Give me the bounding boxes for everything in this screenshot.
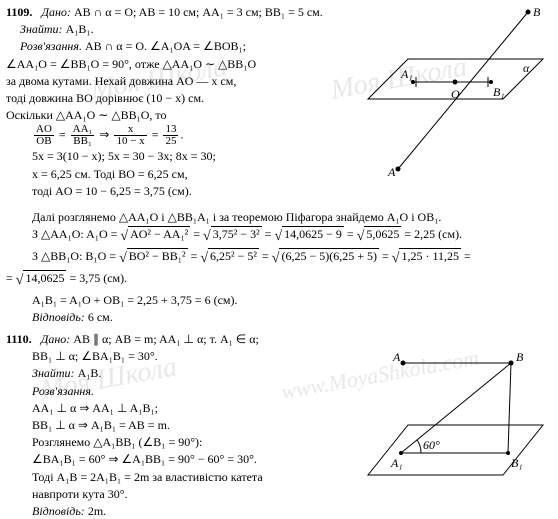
label-A1: A₁ bbox=[400, 67, 413, 81]
fraction: AO OB bbox=[34, 124, 54, 147]
given-label: Дано: bbox=[41, 332, 71, 346]
given-text: AB ∥ α; AB = m; AA₁ ⊥ α; т. A₁ ∈ α; bbox=[73, 332, 259, 346]
answer-label: Відповідь: bbox=[32, 310, 85, 324]
given-text: BB₁ ⊥ α; ∠BA₁B₁ = 30°. bbox=[6, 348, 366, 364]
equation-text: x = 6,25 см. Тоді BO = 6,25 см, bbox=[6, 166, 366, 182]
fraction: x 10 − x bbox=[114, 124, 146, 147]
equation-text: A₁B₁ = A₁O + OB₁ = 2,25 + 3,75 = 6 (см). bbox=[6, 292, 552, 308]
label-alpha: α bbox=[523, 61, 530, 75]
equation-text: = √14,0625 = 3,75 (см). bbox=[6, 270, 552, 291]
given-text: AB ∩ α = O; AB = 10 см; AA₁ = 3 см; BB₁ … bbox=[74, 5, 323, 19]
label-B: B bbox=[533, 5, 541, 19]
solution-text: ∠AA₁O = ∠BB₁O = 90°, отже △AA₁O ∼ △BB₁O bbox=[6, 56, 366, 72]
solution-text: Оскільки △AA₁O ∼ △BB₁O, то bbox=[6, 107, 366, 123]
label-B1: B₁ bbox=[493, 85, 505, 99]
label-O: O bbox=[451, 87, 460, 101]
label-B1: B₁ bbox=[511, 456, 523, 470]
equation-text: З △BB₁O: B₁O = √BO² − BB₁² = √6,25² − 5²… bbox=[6, 248, 552, 269]
find-label: Знайти: bbox=[20, 22, 63, 36]
solution-text: BB₁ ⊥ α ⇒ A₁B₁ = AB = m. bbox=[6, 417, 366, 433]
label-A: A bbox=[392, 350, 401, 364]
problem-1110: 1110. Дано: AB ∥ α; AB = m; AA₁ ⊥ α; т. … bbox=[6, 331, 366, 519]
figure-1109: B A A₁ B₁ O α bbox=[363, 4, 548, 179]
answer-text: 6 см. bbox=[88, 310, 113, 324]
fraction: 13 25 bbox=[163, 124, 178, 147]
label-A1: A₁ bbox=[390, 456, 403, 470]
solution-text: Далі розглянемо △AA₁O і △BB₁A₁ і за теор… bbox=[6, 209, 546, 225]
problem-number: 1109. bbox=[6, 5, 32, 19]
solution-text: тоді довжина BO дорівнює (10 − x) см. bbox=[6, 90, 366, 106]
equation-text: тоді AO = 10 − 6,25 = 3,75 (см). bbox=[6, 183, 366, 199]
find-label: Знайти: bbox=[32, 366, 75, 380]
figure-1110: A B A₁ B₁ 60° bbox=[363, 345, 548, 500]
solution-text: AA₁ ⊥ α ⇒ AA₁ ⊥ A₁B₁; bbox=[6, 400, 366, 416]
find-text: A₁B₁. bbox=[66, 22, 94, 36]
answer-label: Відповідь: bbox=[32, 504, 85, 518]
solution-text: навпроти кута 30°. bbox=[6, 486, 366, 502]
solution-text: Розглянемо △A₁BB₁ (∠B₁ = 90°): bbox=[6, 434, 366, 450]
equation-text: З △AA₁O: A₁O = √AO² − AA₁² = √3,75² − 3²… bbox=[6, 226, 552, 247]
label-A: A bbox=[387, 165, 396, 179]
given-label: Дано: bbox=[41, 5, 71, 19]
answer-text: 2m. bbox=[88, 504, 106, 518]
find-text: A₁B. bbox=[78, 366, 102, 380]
problem-number: 1110. bbox=[6, 332, 32, 346]
solution-text: AB ∩ α = O. ∠A₁OA = ∠BOB₁; bbox=[85, 39, 246, 53]
solution-label: Розв'язання. bbox=[20, 39, 82, 53]
solution-label: Розв'язання. bbox=[32, 384, 94, 398]
solution-text: Тоді A₁B = 2A₁B₁ = 2m за властивістю кат… bbox=[6, 469, 366, 485]
problem-1109: 1109. Дано: AB ∩ α = O; AB = 10 см; AA₁ … bbox=[6, 4, 366, 199]
solution-text: за двома кутами. Нехай довжина AO — x см… bbox=[6, 73, 366, 89]
fraction: AA₁ BB₁ bbox=[71, 124, 95, 147]
label-angle: 60° bbox=[423, 438, 440, 452]
equation-text: 5x = 3(10 − x); 5x = 30 − 3x; 8x = 30; bbox=[6, 148, 366, 164]
label-B: B bbox=[516, 350, 524, 364]
solution-text: ∠BA₁B₁ = 60° ⇒ ∠A₁BB₁ = 90° − 60° = 30°. bbox=[6, 451, 366, 467]
